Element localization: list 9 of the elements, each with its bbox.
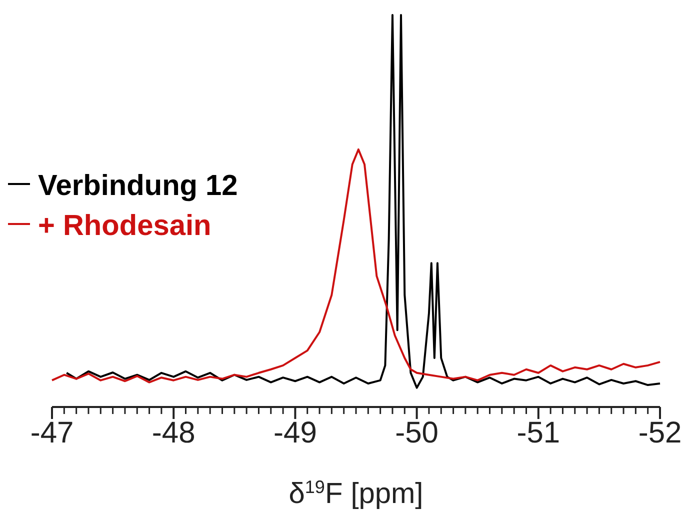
x-tick-label: -51 bbox=[516, 416, 560, 450]
legend-label: Verbindung 12 bbox=[38, 170, 238, 202]
x-tick-label: -48 bbox=[152, 416, 196, 450]
x-tick-label: -50 bbox=[395, 416, 438, 450]
x-tick-label: -49 bbox=[274, 416, 317, 450]
legend-label: + Rhodesain bbox=[38, 210, 212, 242]
x-tick-label: -52 bbox=[638, 416, 682, 450]
x-tick-label: -47 bbox=[30, 416, 74, 450]
x-axis-title: δ$^{19}$F [ppm] bbox=[288, 477, 424, 510]
